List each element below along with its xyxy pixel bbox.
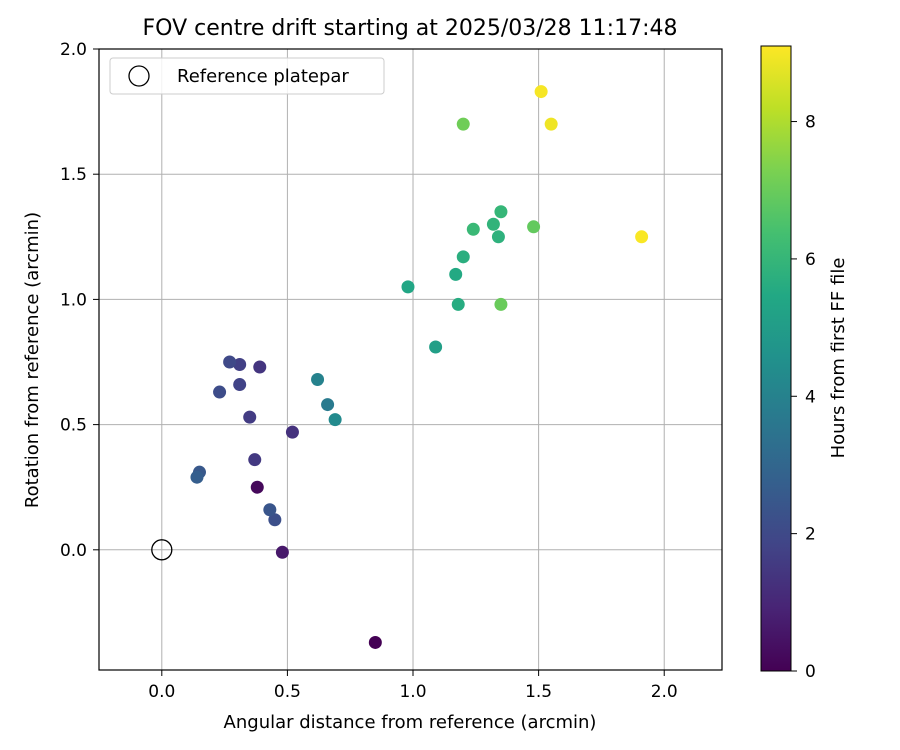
y-axis-ticks: 0.0 0.5 1.0 1.5 2.0 [60, 40, 99, 561]
data-point [321, 398, 335, 412]
data-point [213, 385, 227, 399]
y-axis-label: Rotation from reference (arcmin) [22, 212, 43, 508]
data-point [466, 222, 480, 236]
scatter-series [151, 85, 649, 649]
legend-marker [128, 65, 150, 87]
colorbar-label: Hours from first FF file [828, 258, 849, 459]
colorbar-tick-label: 6 [805, 250, 816, 270]
data-point [494, 297, 508, 311]
y-tick-label: 1.0 [60, 290, 87, 310]
data-point [491, 230, 505, 244]
data-point [486, 217, 500, 231]
data-point [451, 297, 465, 311]
data-point [275, 545, 289, 559]
data-point [233, 378, 247, 392]
colorbar-gradient [760, 45, 792, 672]
data-point [456, 117, 470, 131]
plot-area: 0.0 0.5 1.0 1.5 2.0 0.0 0.5 1.0 1.5 2.0 [60, 40, 723, 702]
x-tick-label: 1.0 [399, 682, 426, 702]
colorbar: 0 2 4 6 8 Hours from first FF file [760, 45, 849, 682]
colorbar-tick-label: 0 [805, 662, 816, 682]
legend-label: Reference platepar [177, 66, 349, 87]
reference-point-marker [151, 539, 173, 561]
x-tick-label: 0.5 [274, 682, 301, 702]
data-point [429, 340, 443, 354]
data-point [311, 373, 325, 387]
plot-frame [98, 48, 723, 671]
data-point [233, 358, 247, 372]
data-point [368, 635, 382, 649]
data-point [534, 85, 548, 99]
data-point [456, 250, 470, 264]
data-point [253, 360, 267, 374]
data-point [263, 503, 277, 517]
data-point [328, 413, 342, 427]
data-point [243, 410, 257, 424]
data-point [250, 480, 264, 494]
colorbar-tick-label: 8 [805, 113, 816, 133]
data-point [223, 355, 237, 369]
data-point [527, 220, 541, 234]
plot-background [99, 49, 722, 670]
colorbar-ticks: 0 2 4 6 8 [791, 113, 816, 682]
x-axis-ticks: 0.0 0.5 1.0 1.5 2.0 [148, 670, 678, 702]
data-point [494, 205, 508, 219]
x-axis-label: Angular distance from reference (arcmin) [224, 712, 597, 733]
legend-box [109, 57, 385, 95]
y-tick-label: 0.0 [60, 541, 87, 561]
data-point [268, 513, 282, 527]
data-point [285, 425, 299, 439]
y-tick-label: 2.0 [60, 40, 87, 60]
data-point [401, 280, 415, 294]
x-tick-label: 1.5 [525, 682, 552, 702]
y-tick-label: 1.5 [60, 165, 87, 185]
y-tick-label: 0.5 [60, 416, 87, 436]
chart-title: FOV centre drift starting at 2025/03/28 … [143, 16, 678, 41]
data-point [449, 267, 463, 281]
x-tick-label: 0.0 [148, 682, 175, 702]
x-tick-label: 2.0 [651, 682, 678, 702]
data-point [544, 117, 558, 131]
data-point [248, 453, 262, 467]
colorbar-tick-label: 2 [805, 525, 816, 545]
legend: Reference platepar [109, 57, 385, 95]
colorbar-tick-label: 4 [805, 387, 816, 407]
data-point [190, 470, 204, 484]
data-point [635, 230, 649, 244]
